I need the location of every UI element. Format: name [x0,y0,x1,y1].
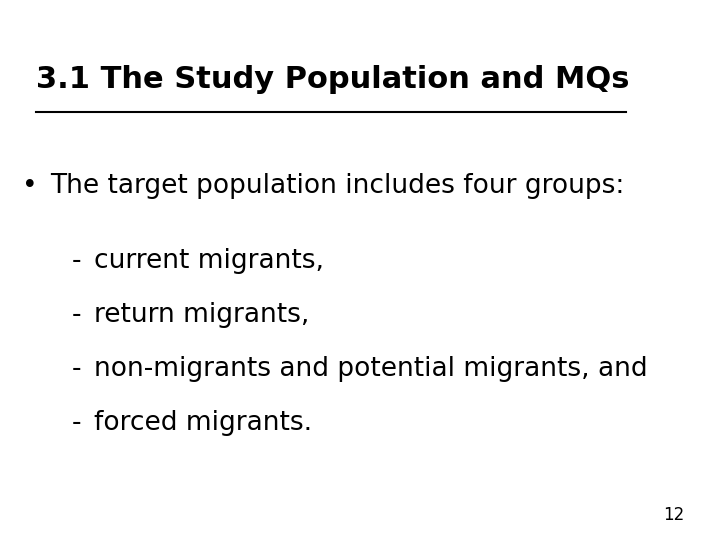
Text: -: - [72,302,81,328]
Text: 12: 12 [662,506,684,524]
Text: -: - [72,356,81,382]
Text: -: - [72,410,81,436]
Text: current migrants,: current migrants, [94,248,323,274]
Text: non-migrants and potential migrants, and: non-migrants and potential migrants, and [94,356,647,382]
Text: The target population includes four groups:: The target population includes four grou… [50,173,625,199]
Text: forced migrants.: forced migrants. [94,410,312,436]
Text: return migrants,: return migrants, [94,302,309,328]
Text: -: - [72,248,81,274]
Text: •: • [22,173,37,199]
Text: 3.1 The Study Population and MQs: 3.1 The Study Population and MQs [36,65,629,94]
